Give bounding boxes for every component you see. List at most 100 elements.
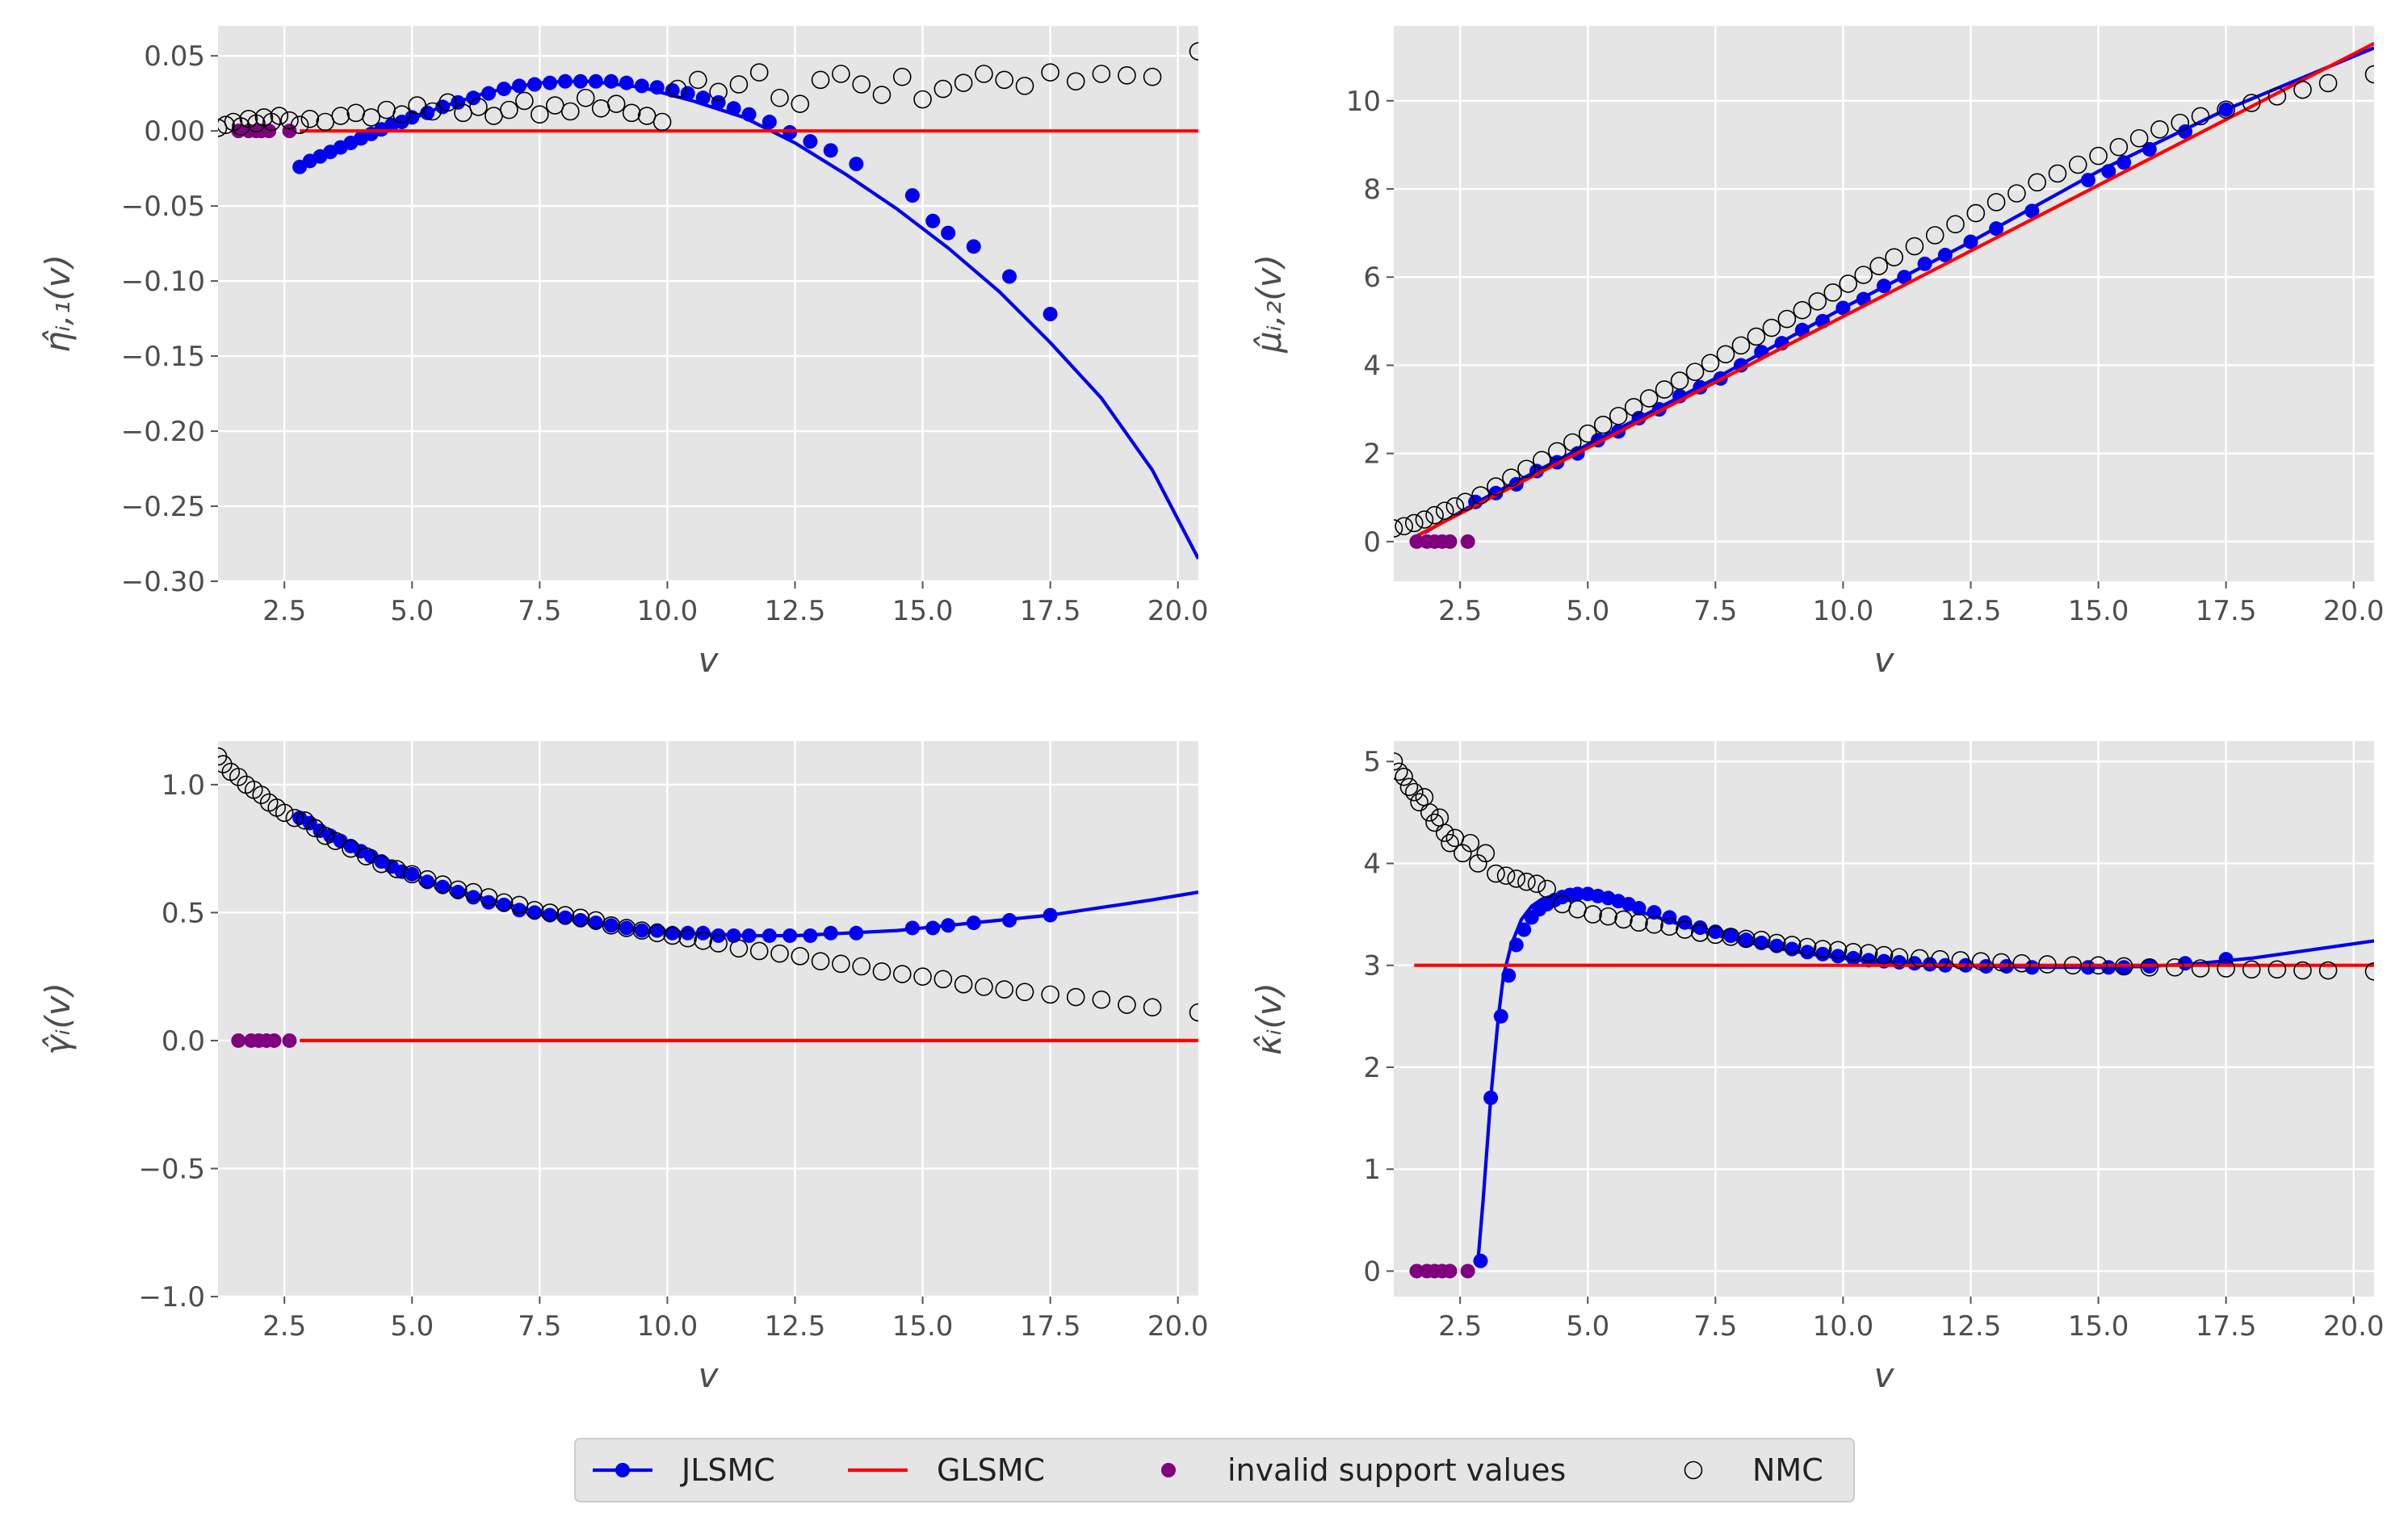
- x-tick-label: 17.5: [1020, 1310, 1081, 1343]
- nmc-point: [1762, 318, 1781, 337]
- invalid-support-dot: [282, 1033, 297, 1048]
- nmc-point: [1487, 477, 1505, 496]
- x-axis-label: v: [698, 1355, 719, 1395]
- nmc-point: [1041, 985, 1059, 1004]
- jlsmc-marker: [2178, 956, 2193, 971]
- x-tick-label: 2.5: [1438, 595, 1482, 627]
- jlsmc-marker: [573, 73, 588, 89]
- nmc-point: [1736, 929, 1756, 949]
- nmc-point: [1813, 940, 1832, 958]
- jlsmc-marker: [2116, 155, 2132, 170]
- nmc-point: [290, 115, 309, 135]
- jlsmc-marker: [711, 94, 726, 110]
- nmc-point: [1691, 924, 1710, 942]
- x-tick-label: 5.0: [1566, 595, 1609, 627]
- jlsmc-marker: [481, 895, 497, 910]
- nmc-point: [811, 952, 830, 970]
- invalid-support-dot: [282, 124, 297, 139]
- nmc-point: [2028, 173, 2046, 192]
- nmc-point: [1425, 813, 1444, 832]
- nmc-point: [1584, 905, 1602, 924]
- plot-area: [218, 741, 1198, 1297]
- jlsmc-marker: [1693, 920, 1708, 936]
- jlsmc-marker: [1647, 905, 1662, 920]
- nmc-point: [1793, 300, 1812, 320]
- legend-label: invalid support values: [1227, 1452, 1566, 1488]
- nmc-point: [1189, 1003, 1198, 1022]
- y-tick-label: 4: [1363, 848, 1381, 880]
- jlsmc-marker: [1723, 928, 1739, 944]
- jlsmc-marker: [823, 143, 838, 158]
- nmc-point: [1782, 936, 1802, 954]
- nmc-point: [1798, 937, 1817, 957]
- jlsmc-marker: [1517, 922, 1532, 937]
- nmc-point: [1869, 257, 1888, 275]
- nmc-point: [392, 105, 411, 124]
- y-tick-label: −0.5: [138, 1153, 205, 1185]
- nmc-point: [525, 900, 544, 920]
- nmc-point: [1844, 943, 1863, 962]
- nmc-point: [1548, 442, 1567, 461]
- nmc-point: [1533, 450, 1551, 470]
- legend-label: NMC: [1752, 1452, 1823, 1488]
- nmc-point: [300, 109, 320, 128]
- nmc-point: [1394, 519, 1403, 538]
- nmc-point: [1655, 380, 1674, 399]
- jlsmc-marker: [619, 75, 634, 90]
- jlsmc-marker: [1989, 221, 2004, 237]
- nmc-point: [1118, 66, 1136, 85]
- jlsmc-marker: [726, 928, 741, 943]
- jlsmc-marker: [1877, 279, 1891, 294]
- jlsmc-marker: [542, 907, 557, 923]
- jlsmc-marker: [1815, 946, 1831, 962]
- jlsmc-marker: [761, 928, 777, 943]
- nmc-point: [1660, 917, 1679, 936]
- jlsmc-marker: [542, 75, 557, 90]
- nmc-point: [852, 75, 870, 94]
- nmc-point: [2140, 957, 2159, 977]
- jlsmc-marker: [2178, 124, 2193, 140]
- nmc-point: [1706, 925, 1725, 945]
- y-tick-label: −0.15: [121, 341, 205, 373]
- x-tick-label: 5.0: [390, 1310, 434, 1343]
- jlsmc-marker: [849, 925, 864, 941]
- nmc-point: [872, 86, 891, 104]
- nmc-point: [232, 117, 250, 136]
- nmc-point: [1599, 907, 1617, 926]
- x-tick-label: 5.0: [1566, 1310, 1609, 1343]
- y-axis-label: η̂ᵢ,₁(v): [38, 254, 78, 353]
- y-tick-label: 0: [1363, 526, 1381, 559]
- nmc-point: [663, 926, 682, 945]
- nmc-point: [556, 906, 575, 924]
- nmc-point: [2166, 957, 2184, 977]
- jlsmc-marker: [803, 134, 818, 149]
- nmc-point: [2171, 113, 2190, 132]
- nmc-point: [1496, 866, 1516, 885]
- nmc-point: [229, 768, 248, 786]
- nmc-point: [1456, 492, 1475, 512]
- nmc-point: [2089, 146, 2108, 166]
- y-tick-label: 6: [1363, 262, 1381, 294]
- nmc-point: [2242, 960, 2261, 979]
- jlsmc-marker: [1708, 924, 1723, 940]
- nmc-point: [1609, 406, 1628, 425]
- x-tick-label: 2.5: [262, 595, 306, 627]
- y-tick-label: 10: [1346, 86, 1381, 118]
- x-tick-label: 20.0: [2323, 1310, 2385, 1343]
- nmc-point: [1910, 949, 1929, 968]
- nmc-point: [500, 100, 518, 119]
- jlsmc-marker: [904, 920, 920, 936]
- nmc-point: [770, 944, 789, 963]
- nmc-point: [1507, 869, 1526, 888]
- nmc-point: [913, 967, 932, 986]
- y-tick-label: 2: [1363, 1052, 1381, 1084]
- jlsmc-marker: [665, 925, 680, 941]
- jlsmc-marker: [405, 866, 420, 882]
- nmc-point: [1066, 987, 1085, 1007]
- nmc-point: [1476, 844, 1496, 863]
- nmc-point: [2109, 137, 2129, 157]
- jlsmc-marker: [557, 73, 573, 89]
- jlsmc-marker: [925, 920, 941, 936]
- y-tick-label: 1: [1363, 1154, 1381, 1186]
- jlsmc-marker: [527, 77, 543, 92]
